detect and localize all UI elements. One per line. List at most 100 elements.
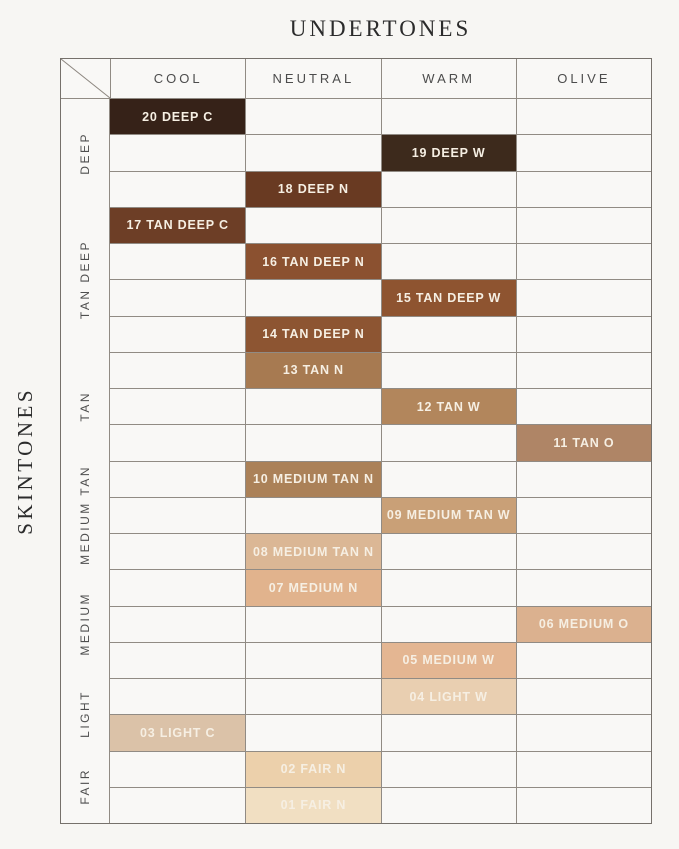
- shade-cell-12-tan-w: 12 TAN W: [380, 388, 516, 425]
- shade-label-03-light-c: 03 LIGHT C: [139, 725, 216, 740]
- empty-cell-r7-warm: [380, 315, 516, 352]
- shade-cell-14-tan-deep-n: 14 TAN DEEP N: [245, 315, 381, 352]
- skintone-group-fair: FAIR: [61, 751, 109, 823]
- empty-cell-r18-olive: [515, 714, 651, 751]
- empty-cell-r12-olive: [515, 496, 651, 533]
- empty-cell-r3-warm: [380, 170, 516, 207]
- empty-cell-r7-olive: [515, 315, 651, 352]
- skintone-group-deep: DEEP: [61, 99, 109, 208]
- empty-cell-r16-cool: [110, 641, 246, 678]
- skintone-group-tan-deep: TAN DEEP: [61, 208, 109, 353]
- shade-label-06-medium-o: 06 MEDIUM O: [538, 617, 629, 632]
- shade-label-10-medium-tan-n: 10 MEDIUM TAN N: [252, 472, 374, 487]
- skintone-group-label-medium-tan: MEDIUM TAN: [78, 465, 92, 566]
- empty-cell-r12-cool: [110, 496, 246, 533]
- column-header-cool: COOL: [110, 59, 245, 98]
- empty-cell-r13-cool: [110, 533, 246, 569]
- empty-cell-r19-cool: [110, 750, 246, 787]
- shade-label-02-fair-n: 02 FAIR N: [280, 762, 347, 777]
- empty-cell-r10-cool: [110, 424, 246, 460]
- empty-cell-r18-neutral: [245, 714, 381, 751]
- empty-cell-r16-olive: [515, 641, 651, 678]
- column-header-warm: WARM: [380, 59, 516, 98]
- empty-cell-r4-warm: [380, 206, 516, 243]
- corner-diagonal-cell: [61, 59, 110, 98]
- empty-cell-r6-olive: [515, 279, 651, 316]
- empty-cell-r11-warm: [380, 460, 516, 497]
- empty-cell-r1-olive: [515, 98, 651, 135]
- empty-cell-r20-cool: [110, 786, 246, 823]
- shade-cell-10-medium-tan-n: 10 MEDIUM TAN N: [245, 460, 381, 497]
- shade-label-12-tan-w: 12 TAN W: [416, 399, 481, 414]
- empty-cell-r8-olive: [515, 351, 651, 388]
- skintone-label-strip: DEEP TAN DEEP TAN MEDIUM TAN MEDIUM LIGHT FAIR: [61, 98, 110, 823]
- shade-cell-05-medium-w: 05 MEDIUM W: [380, 641, 516, 678]
- empty-cell-r19-warm: [380, 750, 516, 787]
- empty-cell-r5-warm: [380, 243, 516, 280]
- empty-cell-r13-warm: [380, 533, 516, 570]
- shade-label-18-deep-n: 18 DEEP N: [277, 182, 349, 197]
- shade-cell-08-medium-tan-n: 08 MEDIUM TAN N: [245, 533, 381, 570]
- shade-label-17-tan-deep-c: 17 TAN DEEP C: [126, 218, 229, 233]
- empty-cell-r2-olive: [515, 134, 651, 171]
- shade-matrix-table: COOL NEUTRAL WARM OLIVE DEEP TAN DEEP TAN MEDIU…: [60, 58, 652, 824]
- shade-cell-16-tan-deep-n: 16 TAN DEEP N: [245, 243, 381, 280]
- empty-cell-r9-cool: [110, 388, 246, 424]
- shade-cell-11-tan-o: 11 TAN O: [515, 424, 651, 461]
- empty-cell-r9-olive: [515, 388, 651, 425]
- shade-label-16-tan-deep-n: 16 TAN DEEP N: [262, 254, 365, 269]
- shade-cell-15-tan-deep-w: 15 TAN DEEP W: [380, 279, 516, 316]
- shade-cell-01-fair-n: 01 FAIR N: [245, 786, 381, 823]
- shade-cell-19-deep-w: 19 DEEP W: [380, 134, 516, 171]
- empty-cell-r14-warm: [380, 569, 516, 606]
- skintone-group-label-fair: FAIR: [78, 768, 92, 806]
- empty-cell-r20-warm: [380, 786, 516, 823]
- empty-cell-r3-cool: [110, 170, 246, 207]
- empty-cell-r5-cool: [110, 243, 246, 279]
- empty-cell-r9-neutral: [245, 388, 381, 425]
- shade-cell-07-medium-n: 07 MEDIUM N: [245, 569, 381, 606]
- shade-label-13-tan-n: 13 TAN N: [282, 363, 344, 378]
- column-header-neutral: NEUTRAL: [245, 59, 380, 98]
- shade-label-07-medium-n: 07 MEDIUM N: [268, 580, 359, 595]
- shade-label-20-deep-c: 20 DEEP C: [142, 109, 214, 124]
- shade-label-09-medium-tan-w: 09 MEDIUM TAN W: [386, 508, 511, 523]
- shade-label-05-medium-w: 05 MEDIUM W: [402, 653, 495, 668]
- shade-cell-13-tan-n: 13 TAN N: [245, 351, 381, 388]
- empty-cell-r17-neutral: [245, 678, 381, 715]
- empty-cell-r14-cool: [110, 569, 246, 605]
- empty-cell-r3-olive: [515, 170, 651, 207]
- shade-cell-04-light-w: 04 LIGHT W: [380, 678, 516, 715]
- empty-cell-r18-warm: [380, 714, 516, 751]
- empty-cell-r16-neutral: [245, 641, 381, 678]
- empty-cell-r15-neutral: [245, 605, 381, 642]
- empty-cell-r2-cool: [110, 134, 246, 170]
- empty-cell-r8-cool: [110, 351, 246, 388]
- shade-label-01-fair-n: 01 FAIR N: [280, 798, 347, 813]
- empty-cell-r4-neutral: [245, 206, 381, 243]
- skintone-group-label-medium: MEDIUM: [78, 592, 92, 656]
- skintone-group-medium: MEDIUM: [61, 570, 109, 679]
- shade-label-14-tan-deep-n: 14 TAN DEEP N: [262, 327, 365, 342]
- empty-cell-r5-olive: [515, 243, 651, 280]
- shade-cell-17-tan-deep-c: 17 TAN DEEP C: [110, 206, 246, 243]
- shade-cell-20-deep-c: 20 DEEP C: [110, 98, 246, 135]
- skintone-group-label-tan: TAN: [78, 391, 92, 422]
- empty-cell-r6-neutral: [245, 279, 381, 316]
- empty-cell-r1-neutral: [245, 98, 381, 135]
- shade-cell-09-medium-tan-w: 09 MEDIUM TAN W: [380, 496, 516, 533]
- empty-cell-r8-warm: [380, 351, 516, 388]
- skintone-group-medium-tan: MEDIUM TAN: [61, 461, 109, 570]
- column-header-olive: OLIVE: [515, 59, 651, 98]
- skintones-axis-title-wrap: SKINTONES: [2, 97, 48, 824]
- shade-cell-03-light-c: 03 LIGHT C: [110, 714, 246, 751]
- empty-cell-r12-neutral: [245, 496, 381, 533]
- skintone-group-light: LIGHT: [61, 678, 109, 750]
- empty-cell-r15-warm: [380, 605, 516, 642]
- empty-cell-r10-warm: [380, 424, 516, 461]
- empty-cell-r14-olive: [515, 569, 651, 606]
- empty-cell-r13-olive: [515, 533, 651, 570]
- empty-cell-r4-olive: [515, 206, 651, 243]
- shade-label-08-medium-tan-n: 08 MEDIUM TAN N: [252, 544, 374, 559]
